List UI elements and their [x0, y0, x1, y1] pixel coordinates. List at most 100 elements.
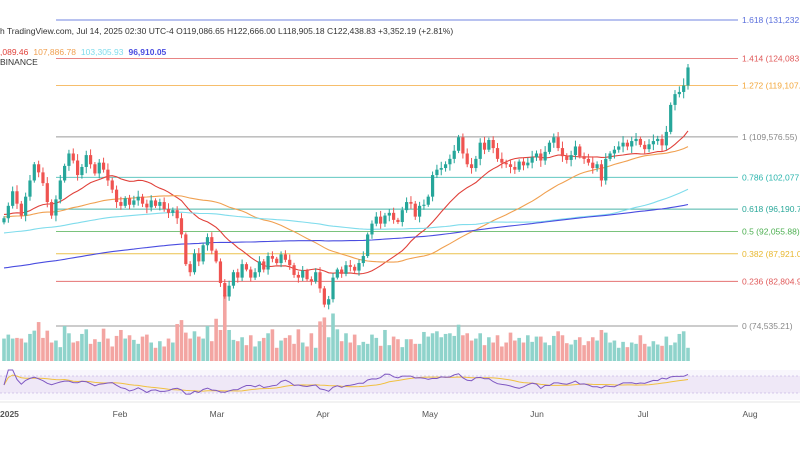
ma-values: ,089.46 107,886.78 103,305.93 96,910.05 — [0, 47, 171, 57]
candle-body-2 — [11, 191, 15, 206]
volume-bar-127 — [551, 335, 556, 361]
candle-body-154 — [669, 104, 673, 132]
candle-body-51 — [223, 283, 227, 297]
candle-body-98 — [426, 196, 430, 205]
volume-bar-32 — [140, 336, 145, 361]
candle-body-158 — [686, 67, 690, 86]
volume-bar-21 — [93, 339, 97, 361]
time-label-jun: Jun — [530, 409, 544, 419]
candle-body-31 — [136, 196, 140, 201]
volume-bar-116 — [504, 342, 508, 361]
candle-body-16 — [71, 153, 75, 161]
volume-bar-124 — [539, 336, 543, 361]
candle-body-36 — [158, 202, 162, 206]
volume-bar-75 — [326, 337, 331, 361]
candle-body-96 — [417, 205, 422, 217]
volume-bar-147 — [638, 335, 643, 361]
volume-bar-150 — [651, 341, 656, 361]
volume-bar-77 — [335, 329, 340, 361]
fib-label-6: 0.5 (92,055.88) — [742, 226, 800, 236]
volume-bar-151 — [655, 344, 660, 361]
fib-label-2: 1.272 (119,107. — [742, 80, 800, 90]
volume-bar-43 — [188, 338, 192, 361]
volume-bar-149 — [647, 346, 651, 361]
candle-body-150 — [651, 141, 655, 145]
volume-bar-39 — [171, 342, 175, 361]
volume-bar-138 — [599, 329, 604, 361]
ma-value-1: 107,886.78 — [33, 47, 76, 57]
candle-body-106 — [461, 137, 465, 154]
volume-bar-106 — [461, 335, 465, 361]
volume-bar-99 — [430, 333, 435, 361]
candle-body-127 — [552, 137, 556, 143]
candle-body-107 — [465, 153, 469, 165]
rsi-band — [0, 376, 800, 393]
candle-body-105 — [456, 137, 461, 151]
candle-body-61 — [266, 256, 270, 270]
candle-body-58 — [253, 272, 257, 278]
volume-bar-137 — [595, 340, 599, 361]
candle-body-97 — [422, 204, 426, 206]
volume-bar-7 — [32, 330, 37, 361]
volume-bar-27 — [119, 329, 123, 361]
volume-bar-125 — [543, 342, 547, 361]
volume-bar-157 — [681, 331, 686, 361]
fib-label-1: 1.414 (124,083. — [742, 54, 800, 64]
fib-label-3: 1 (109,576.55) — [742, 132, 797, 142]
volume-bar-104 — [452, 335, 457, 361]
volume-bar-18 — [80, 333, 84, 361]
candle-body-136 — [591, 162, 595, 169]
volume-bar-140 — [608, 342, 612, 361]
candle-body-1 — [6, 205, 10, 219]
candle-body-65 — [283, 254, 287, 260]
candle-body-72 — [314, 272, 318, 282]
candle-body-102 — [443, 164, 448, 169]
volume-bar-19 — [84, 329, 89, 361]
volume-bar-115 — [500, 346, 504, 361]
candle-body-94 — [409, 202, 413, 204]
volume-bar-153 — [664, 336, 669, 361]
volume-bar-69 — [300, 342, 305, 361]
candle-body-42 — [184, 234, 188, 265]
candle-body-60 — [262, 261, 266, 270]
candle-body-13 — [58, 180, 62, 200]
candle-body-59 — [257, 261, 262, 273]
candle-body-126 — [547, 142, 552, 152]
candle-body-22 — [97, 162, 101, 174]
volume-bar-20 — [88, 343, 93, 361]
volume-bar-158 — [686, 347, 690, 361]
candle-body-10 — [45, 183, 49, 203]
ma-line-100 — [3, 188, 689, 234]
candle-body-79 — [344, 265, 348, 274]
candle-body-85 — [370, 223, 374, 235]
candle-body-87 — [379, 216, 383, 224]
volume-bar-120 — [521, 342, 526, 361]
volume-bar-118 — [513, 340, 517, 361]
volume-bar-25 — [110, 346, 115, 361]
volume-bar-31 — [136, 343, 141, 361]
candle-body-116 — [504, 162, 508, 165]
volume-bar-61 — [266, 333, 270, 361]
volume-bar-10 — [45, 330, 50, 361]
volume-bar-30 — [132, 339, 136, 361]
candle-body-50 — [218, 261, 223, 284]
fib-label-8: 0.236 (82,804.9 — [742, 276, 800, 286]
volume-bar-68 — [296, 329, 301, 361]
rsi-panel — [0, 369, 800, 400]
candle-body-67 — [292, 265, 296, 275]
candle-body-112 — [487, 139, 491, 150]
volume-bar-44 — [192, 331, 197, 361]
volume-bar-92 — [400, 347, 405, 361]
volume-bar-72 — [313, 347, 318, 361]
volume-bar-11 — [49, 342, 54, 361]
candle-body-49 — [214, 250, 218, 262]
volume-bar-110 — [478, 333, 483, 361]
volume-bar-128 — [556, 331, 560, 361]
volume-bar-62 — [270, 329, 275, 361]
candle-body-34 — [149, 200, 153, 208]
volume-bar-139 — [603, 332, 608, 361]
candle-body-71 — [309, 279, 313, 282]
header-source: h TradingView.com, Jul 14, 2025 02:30 UT… — [0, 26, 453, 36]
candle-body-12 — [54, 199, 58, 216]
